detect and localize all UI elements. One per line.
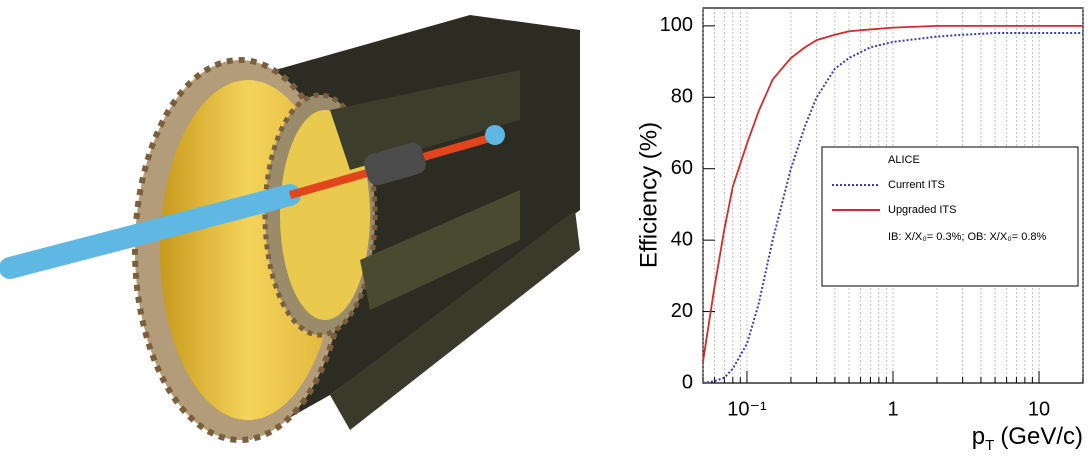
- detector-illustration: [0, 15, 580, 443]
- legend-label: Upgraded ITS: [888, 204, 956, 216]
- y-axis-label: Efficiency (%): [635, 122, 662, 268]
- x-axis-label: pT (GeV/c): [972, 423, 1083, 454]
- x-label-sub: T: [985, 437, 994, 454]
- x-tick-label: 10: [1028, 398, 1050, 420]
- y-tick-label: 20: [671, 300, 693, 322]
- x-tick-label: 10⁻¹: [727, 398, 767, 420]
- series-line: [702, 24, 1083, 362]
- x-tick-label: 1: [887, 398, 898, 420]
- y-tick-label: 100: [660, 14, 693, 36]
- y-tick-label: 80: [671, 86, 693, 108]
- x-label-unit: (GeV/c): [1000, 423, 1083, 450]
- x-label-base: p: [972, 423, 985, 450]
- legend-note: IB: X/X₀= 0.3%; OB: X/X₀= 0.8%: [888, 231, 1047, 243]
- y-tick-label: 60: [671, 157, 693, 179]
- y-tick-label: 40: [671, 228, 693, 250]
- legend-box: [821, 146, 1079, 287]
- legend-title: ALICE: [888, 154, 920, 166]
- y-tick-label: 0: [682, 371, 693, 393]
- legend-label: Current ITS: [888, 179, 945, 191]
- series-line: [702, 32, 1083, 384]
